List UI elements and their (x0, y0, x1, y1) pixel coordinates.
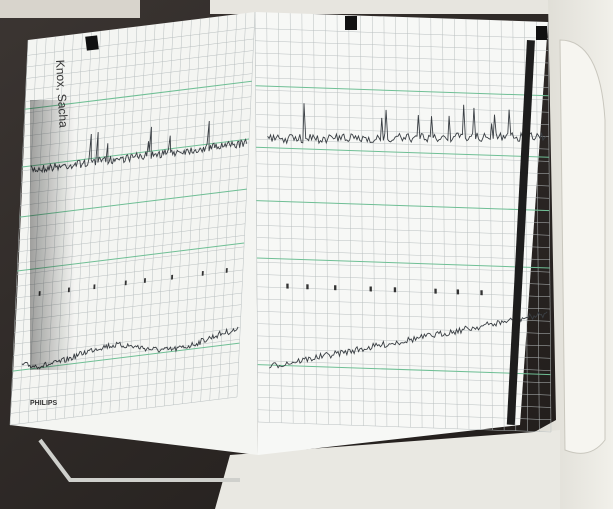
event-mark (370, 286, 372, 291)
strip: Knox, Sacha PHILIPS (10, 12, 551, 455)
fridge-handle (560, 40, 605, 453)
event-mark (202, 271, 204, 276)
wall-top-right (210, 0, 550, 14)
event-mark (306, 284, 308, 289)
event-mark (171, 275, 173, 280)
tape (345, 16, 357, 30)
shadow (30, 100, 75, 370)
wall-top (0, 0, 140, 18)
event-mark (144, 278, 146, 283)
tape (536, 26, 547, 40)
event-mark (434, 289, 436, 294)
photo: Knox, Sacha PHILIPS (0, 0, 613, 509)
event-mark (93, 284, 95, 289)
event-mark (394, 287, 396, 292)
brand: PHILIPS (30, 400, 58, 407)
event-mark (457, 289, 459, 294)
event-mark (334, 285, 336, 290)
event-mark (480, 290, 482, 295)
tape (85, 35, 99, 50)
event-mark (125, 280, 127, 285)
event-mark (226, 268, 228, 273)
event-mark (286, 284, 288, 289)
